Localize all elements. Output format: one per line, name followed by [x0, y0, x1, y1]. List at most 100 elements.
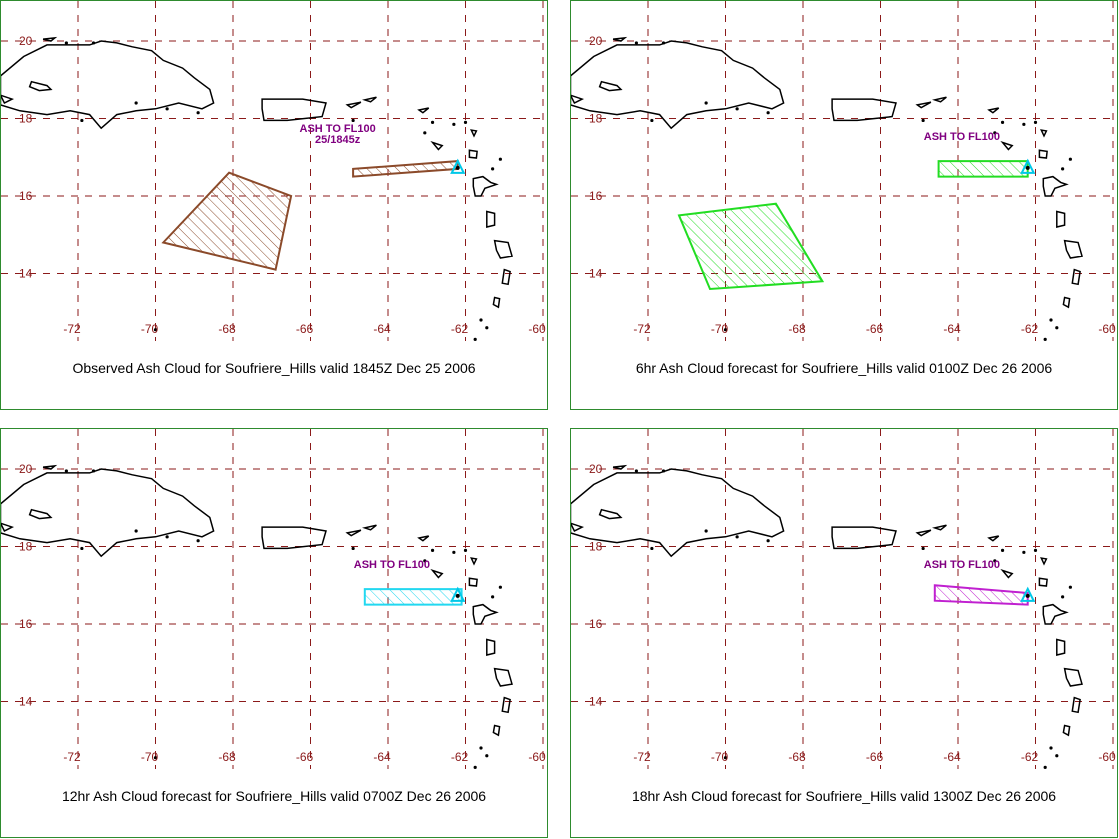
islet	[1068, 585, 1072, 589]
islet	[1049, 746, 1053, 750]
lat-tick-label: 14	[19, 267, 33, 281]
islet	[723, 328, 728, 332]
virgin-islands-2	[932, 524, 947, 531]
st-vincent	[1062, 724, 1071, 737]
lon-tick-label: -66	[296, 322, 314, 336]
islet	[498, 157, 502, 161]
islet	[134, 101, 138, 105]
islet	[661, 469, 666, 473]
islet	[1055, 754, 1059, 758]
islet	[463, 548, 468, 552]
islet	[1000, 548, 1005, 552]
lon-tick-label: -70	[141, 322, 159, 336]
ash-cloud-polygon	[363, 588, 463, 606]
islet	[491, 167, 495, 171]
volcano-triangle-icon	[450, 158, 466, 174]
lat-tick-label: 16	[19, 617, 33, 631]
gonave-island	[28, 80, 53, 92]
islet	[80, 546, 84, 551]
lon-tick-label: -70	[711, 322, 729, 336]
islet	[153, 756, 158, 760]
st-kitts	[430, 568, 444, 579]
lon-tick-label: -60	[1098, 322, 1116, 336]
ash-altitude-label: ASH TO FL100	[924, 131, 1000, 143]
lon-tick-label: -72	[633, 750, 651, 764]
lon-tick-label: -68	[788, 750, 806, 764]
coastlines	[1, 464, 513, 769]
ash-cloud-polygon	[933, 584, 1029, 606]
islet	[473, 337, 477, 341]
islet	[64, 469, 68, 473]
st-lucia	[1071, 696, 1081, 714]
martinique	[1063, 667, 1083, 687]
islet	[1049, 318, 1053, 322]
islet	[766, 539, 770, 543]
barbuda	[470, 129, 478, 138]
islet	[704, 101, 708, 105]
lon-tick-label: -60	[1098, 750, 1116, 764]
map-6hr: ASH TO FL100 20 18 16 14 -72 -70 -68 -66 -64 -62 -6…	[571, 1, 1117, 341]
islet	[650, 118, 654, 123]
st-kitts	[1000, 568, 1014, 579]
jamaica-tip	[1, 94, 15, 105]
lon-tick-label: -62	[1021, 322, 1039, 336]
lat-tick-label: 16	[589, 189, 603, 203]
islet	[766, 111, 770, 115]
hispaniola-coast	[1, 40, 215, 130]
caption-6hr: 6hr Ash Cloud forecast for Soufriere_Hil…	[635, 360, 1053, 376]
islet	[1055, 326, 1059, 330]
dominica	[1056, 210, 1066, 228]
lon-tick-label: -64	[373, 750, 391, 764]
st-kitts	[1000, 140, 1014, 151]
islet	[473, 765, 477, 769]
lat-tick-label: 20	[19, 462, 33, 476]
tortuga-island	[42, 464, 58, 470]
lat-tick-label: 20	[19, 34, 33, 48]
lat-tick-label: 18	[19, 540, 33, 554]
lon-tick-label: -68	[788, 322, 806, 336]
volcano-vent-icon	[455, 165, 460, 170]
map-12hr: ASH TO FL100 20 18 16 14 -72 -70 -68 -66 -64 -62 -6…	[1, 429, 547, 769]
lat-tick-label: 18	[589, 540, 603, 554]
islet	[1033, 548, 1038, 552]
virgin-islands-2	[362, 524, 377, 531]
jamaica-tip	[571, 94, 585, 105]
lon-tick-label: -66	[866, 750, 884, 764]
caption-observed: Observed Ash Cloud for Soufriere_Hills v…	[72, 360, 476, 376]
gonave-island	[28, 508, 53, 520]
lat-tick-label: 16	[19, 189, 33, 203]
antigua	[1038, 577, 1048, 587]
st-vincent	[492, 296, 501, 309]
lat-tick-label: 18	[19, 112, 33, 126]
st-kitts	[430, 140, 444, 151]
st-vincent	[492, 724, 501, 737]
lon-tick-label: -70	[141, 750, 159, 764]
gonave-island	[598, 80, 623, 92]
anguilla	[987, 107, 1000, 114]
lon-tick-label: -62	[451, 322, 469, 336]
hispaniola-coast	[571, 40, 785, 130]
islet	[91, 41, 96, 45]
volcano-triangle-icon	[1020, 158, 1036, 174]
virgin-islands-1	[915, 529, 932, 537]
hispaniola-coast	[571, 468, 785, 558]
lat-tick-label: 16	[589, 617, 603, 631]
coastlines	[571, 464, 1083, 769]
barbuda	[470, 557, 478, 566]
ash-altitude-label: ASH TO FL100	[354, 559, 430, 571]
tortuga-island	[612, 464, 628, 470]
lon-tick-label: -64	[943, 750, 961, 764]
guadeloupe	[1042, 175, 1069, 197]
gridlines	[1, 429, 547, 769]
islet	[196, 539, 200, 543]
tortuga-island	[42, 36, 58, 42]
islet	[1061, 595, 1065, 599]
hispaniola-coast	[1, 468, 215, 558]
virgin-islands-2	[932, 96, 947, 103]
islet	[634, 41, 638, 45]
anguilla	[417, 535, 430, 542]
coastlines	[571, 36, 1083, 341]
caption-12hr: 12hr Ash Cloud forecast for Soufriere_Hi…	[61, 788, 487, 804]
islet	[351, 118, 355, 123]
gridlines	[1, 1, 547, 341]
